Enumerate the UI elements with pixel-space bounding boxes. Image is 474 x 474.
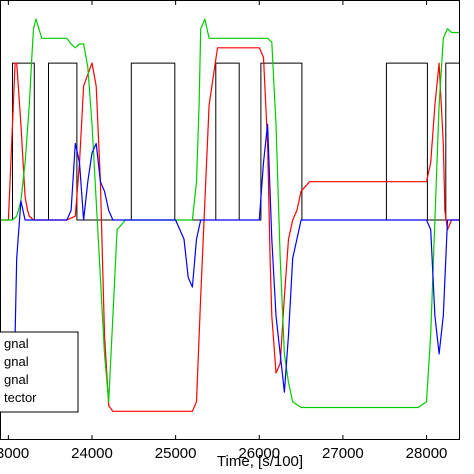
- x-tick-label: 24000: [71, 445, 113, 462]
- x-tick-label: 26000: [238, 445, 280, 462]
- plot-area-border: [0, 0, 460, 440]
- legend-entry-2: gnal: [4, 354, 29, 369]
- legend-entry-1: gnal: [4, 336, 29, 351]
- x-tick-label: 27000: [322, 445, 364, 462]
- series-line-1: [0, 62, 460, 221]
- x-tick-label: 25000: [155, 445, 197, 462]
- legend-entry-3: gnal: [4, 372, 29, 387]
- x-axis: 23000 24000 25000 26000 27000 28000: [0, 0, 447, 462]
- x-tick-label: 28000: [406, 445, 448, 462]
- x-axis-label: Time, [s/100]: [217, 453, 303, 470]
- legend-entry-4: tector: [4, 390, 37, 405]
- series-layer: [0, 18, 460, 412]
- legend-box: [0, 331, 79, 413]
- x-tick-label: 23000: [0, 445, 29, 462]
- series-line-3: [0, 18, 460, 409]
- series-line-4: [0, 123, 460, 393]
- legend: gnal gnal gnal tector: [0, 331, 79, 413]
